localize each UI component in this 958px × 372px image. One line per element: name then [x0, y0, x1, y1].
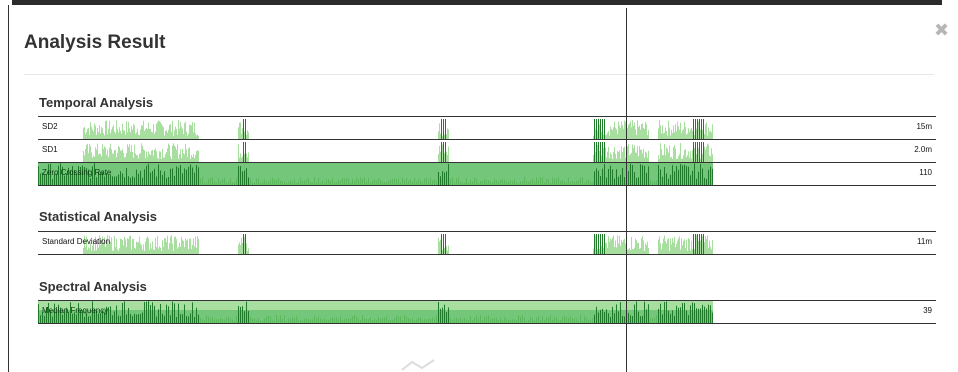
- track-sd2[interactable]: SD2 15m: [38, 116, 936, 140]
- track-label: Median Frequency: [42, 306, 109, 315]
- playhead-cursor[interactable]: [626, 8, 627, 372]
- std-waveform: [83, 234, 713, 254]
- track-value: 2.0m: [914, 145, 932, 154]
- track-label: SD1: [42, 145, 58, 154]
- section-title-spectral: Spectral Analysis: [39, 279, 147, 294]
- sd1-waveform: [83, 142, 713, 162]
- watermark-mark: [401, 359, 435, 371]
- close-icon[interactable]: ✖: [934, 20, 950, 40]
- track-value: 39: [923, 306, 932, 315]
- track-sd1[interactable]: SD1 2.0m: [38, 139, 936, 163]
- dialog-title: Analysis Result: [24, 32, 166, 53]
- median-frequency-waveform: [38, 301, 713, 323]
- section-title-statistical: Statistical Analysis: [39, 209, 158, 224]
- track-label: Zero Crossing Rate: [42, 168, 112, 177]
- sd2-waveform: [83, 119, 713, 139]
- track-standard-deviation[interactable]: Standard Deviation 11m: [38, 231, 936, 255]
- top-border: [12, 0, 942, 6]
- zcr-waveform: [38, 163, 713, 185]
- track-value: 11m: [917, 237, 932, 246]
- title-separator: [24, 74, 934, 75]
- track-value: 15m: [916, 122, 932, 131]
- track-label: SD2: [42, 122, 58, 131]
- track-label: Standard Deviation: [42, 237, 111, 246]
- track-zero-crossing-rate[interactable]: Zero Crossing Rate 110: [38, 162, 936, 186]
- track-median-frequency[interactable]: Median Frequency 39: [38, 300, 936, 324]
- track-value: 110: [919, 168, 932, 177]
- section-title-temporal: Temporal Analysis: [39, 95, 154, 110]
